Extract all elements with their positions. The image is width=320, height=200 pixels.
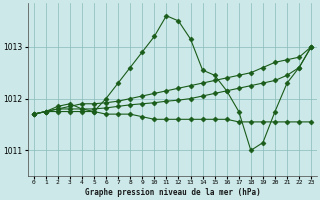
X-axis label: Graphe pression niveau de la mer (hPa): Graphe pression niveau de la mer (hPa) <box>84 188 260 197</box>
